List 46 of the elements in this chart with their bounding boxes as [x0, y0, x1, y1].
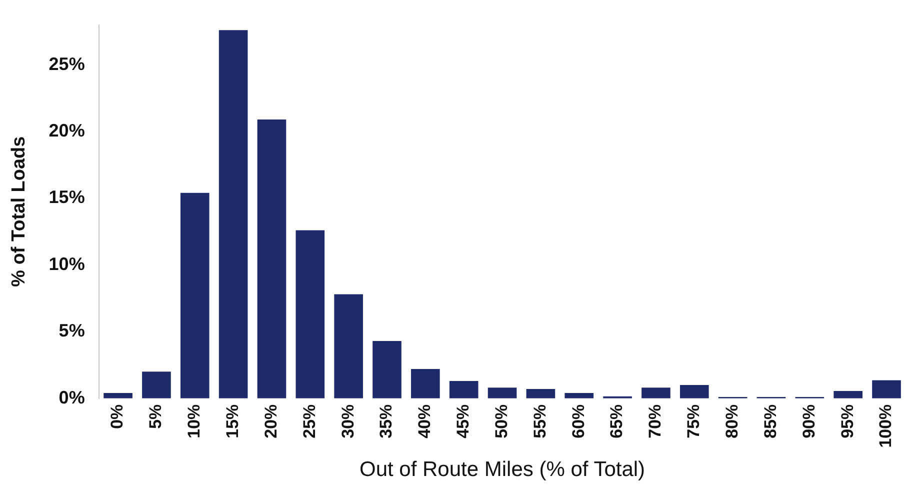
x-tick-label: 75%	[684, 404, 704, 438]
x-tick-label: 100%	[876, 404, 896, 448]
x-tick-label: 45%	[454, 404, 473, 438]
bar	[526, 388, 556, 398]
x-tick-label: 15%	[222, 404, 242, 438]
bar	[142, 372, 171, 398]
bar	[872, 380, 901, 398]
bar	[680, 384, 709, 398]
bar	[334, 294, 363, 398]
bar	[411, 368, 440, 398]
y-tick-label: 15%	[48, 187, 85, 208]
y-tick-label: 0%	[58, 387, 85, 408]
bar	[642, 388, 670, 398]
x-tick-label: 30%	[338, 404, 358, 438]
x-tick-label: 70%	[646, 404, 665, 438]
x-tick-label: 25%	[300, 404, 319, 438]
y-tick-label: 20%	[48, 120, 85, 140]
y-axis-title: % of Total Loads	[8, 136, 30, 287]
bar	[296, 230, 325, 398]
bar	[834, 390, 862, 398]
x-tick-label: 10%	[184, 404, 204, 438]
bar	[218, 30, 248, 398]
x-tick-label: 85%	[760, 404, 780, 438]
y-tick-label: 10%	[48, 254, 85, 274]
x-tick-label: 90%	[799, 404, 818, 438]
bar	[564, 392, 594, 398]
x-tick-label: 35%	[376, 404, 396, 438]
bar	[449, 380, 478, 398]
bar	[257, 120, 286, 398]
x-tick-label: 55%	[530, 404, 550, 438]
x-tick-label: 60%	[568, 404, 588, 438]
bar	[488, 388, 517, 398]
x-tick-label: 95%	[838, 404, 857, 438]
x-tick-label: 5%	[146, 404, 166, 429]
bar	[180, 192, 210, 398]
x-tick-label: 40%	[415, 404, 434, 438]
x-axis-title: Out of Route Miles (% of Total)	[359, 458, 646, 482]
x-tick-label: 0%	[108, 404, 127, 429]
x-tick-label: 20%	[261, 404, 280, 438]
y-tick-label: 25%	[48, 54, 85, 74]
bar	[372, 340, 402, 398]
x-tick-label: 50%	[492, 404, 511, 438]
y-tick-label: 5%	[58, 320, 85, 341]
bar	[104, 392, 132, 398]
x-tick-label: 65%	[607, 404, 626, 438]
x-tick-label: 80%	[722, 404, 742, 438]
